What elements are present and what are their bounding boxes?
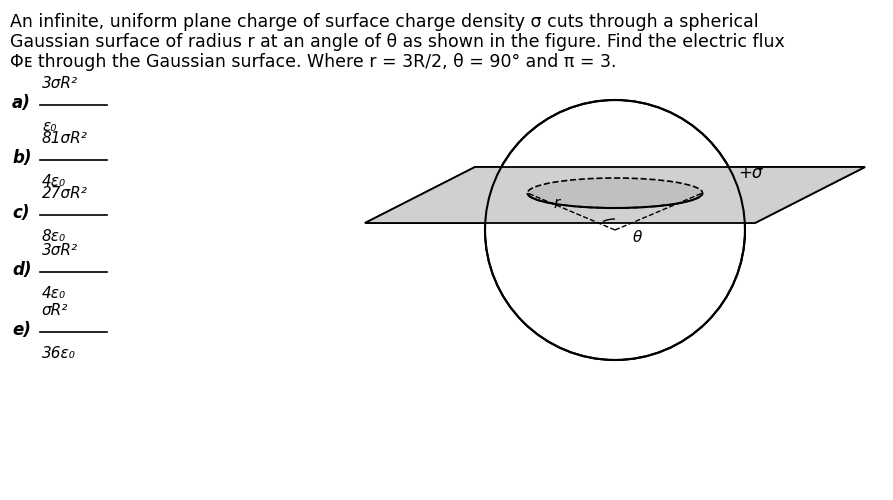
Text: b): b) (12, 149, 31, 167)
Text: c): c) (12, 204, 29, 222)
Ellipse shape (528, 178, 703, 208)
Text: 3σR²: 3σR² (42, 76, 78, 91)
Text: +σ: +σ (738, 164, 763, 182)
Polygon shape (365, 167, 865, 223)
Text: 81σR²: 81σR² (42, 131, 88, 146)
Text: 36ε₀: 36ε₀ (42, 346, 76, 361)
Text: a): a) (12, 94, 31, 112)
Text: An infinite, uniform plane charge of surface charge density σ cuts through a sph: An infinite, uniform plane charge of sur… (10, 13, 759, 31)
Polygon shape (365, 167, 865, 223)
Circle shape (485, 100, 745, 360)
Text: 27σR²: 27σR² (42, 186, 88, 201)
Text: Gaussian surface of radius r at an angle of θ as shown in the figure. Find the e: Gaussian surface of radius r at an angle… (10, 33, 785, 51)
Text: d): d) (12, 261, 31, 279)
Text: 3σR²: 3σR² (42, 243, 78, 258)
Text: Φᴇ through the Gaussian surface. Where r = 3R/2, θ = 90° and π = 3.: Φᴇ through the Gaussian surface. Where r… (10, 53, 616, 71)
Text: 4ε₀: 4ε₀ (42, 286, 66, 301)
Text: e): e) (12, 321, 31, 339)
Text: θ: θ (632, 230, 642, 246)
Text: ε₀: ε₀ (42, 119, 56, 134)
Text: 4ε₀: 4ε₀ (42, 174, 66, 189)
Text: σR²: σR² (42, 303, 69, 318)
Text: 8ε₀: 8ε₀ (42, 229, 66, 244)
Text: r: r (553, 196, 559, 211)
